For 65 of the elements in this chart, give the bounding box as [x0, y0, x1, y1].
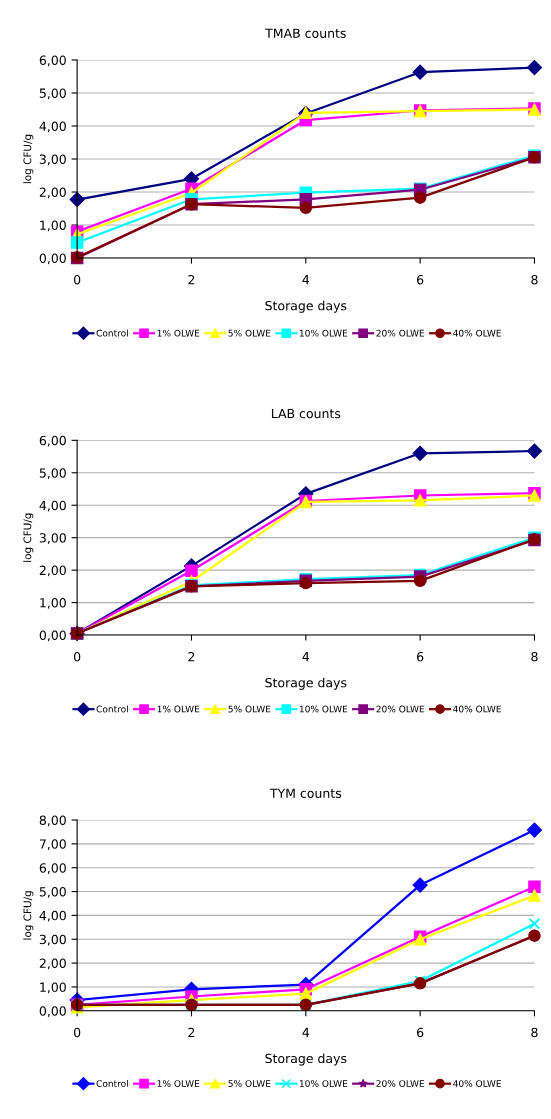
y-tick-label: 6,00: [39, 863, 66, 874]
legend-label: Control: [96, 1079, 128, 1087]
x-tick-label: 6: [417, 274, 424, 285]
legend-label: 5% OLWE: [228, 329, 271, 337]
legend-label: 1% OLWE: [157, 705, 200, 713]
x-axis-title: Storage days: [265, 1053, 347, 1066]
y-tick-label: 5,00: [39, 887, 66, 898]
x-tick-label: 6: [417, 651, 424, 662]
x-tick-label: 8: [531, 1027, 538, 1038]
y-tick-label: 0,00: [39, 1006, 66, 1017]
y-tick-label: 0,00: [39, 630, 66, 642]
y-tick-label: 1,00: [40, 598, 66, 609]
legend-label: 20% OLWE: [376, 1080, 425, 1087]
x-tick-label: 4: [302, 1027, 310, 1037]
y-tick-label: 6,00: [39, 55, 66, 67]
y-tick-label: 3,00: [39, 533, 66, 544]
y-axis-title: log CFU/g: [23, 134, 34, 184]
x-tick-label: 8: [531, 274, 538, 285]
x-tick-label: 2: [188, 1027, 195, 1037]
legend-label: 20% OLWE: [376, 329, 425, 337]
y-axis-title: log CFU/g: [23, 513, 34, 562]
legend-label: 5% OLWE: [228, 1080, 271, 1087]
y-tick-label: 3,00: [39, 934, 66, 946]
y-tick-label: 0,00: [39, 253, 66, 265]
chart-title: TMAB counts: [265, 28, 346, 38]
legend-label: 10% OLWE: [299, 1080, 348, 1087]
x-tick-label: 0: [73, 1027, 81, 1038]
x-tick-label: 0: [73, 274, 81, 285]
chart-title: LAB counts: [271, 408, 341, 419]
legend-label: Control: [96, 705, 128, 713]
x-tick-label: 8: [531, 651, 538, 662]
x-axis-title: Storage days: [265, 300, 347, 313]
y-tick-label: 7,00: [39, 839, 66, 851]
x-tick-label: 2: [188, 274, 195, 285]
legend-label: 40% OLWE: [453, 329, 501, 337]
y-tick-label: 2,00: [39, 958, 66, 970]
legend-label: 20% OLWE: [376, 705, 425, 713]
y-tick-label: 4,00: [39, 500, 66, 512]
chart-title: TYM counts: [269, 788, 342, 798]
y-tick-label: 3,00: [39, 154, 66, 166]
x-tick-label: 2: [188, 651, 195, 662]
x-tick-label: 4: [302, 275, 310, 285]
legend-label: Control: [96, 329, 128, 337]
legend-label: 10% OLWE: [299, 329, 348, 337]
legend-label: 1% OLWE: [157, 329, 200, 337]
legend-label: 1% OLWE: [157, 1080, 200, 1087]
y-tick-label: 5,00: [39, 88, 66, 100]
legend-label: 40% OLWE: [453, 1080, 501, 1087]
y-tick-label: 4,00: [39, 910, 66, 922]
y-tick-label: 4,00: [39, 121, 66, 133]
y-tick-label: 2,00: [39, 187, 66, 199]
y-tick-label: 6,00: [39, 435, 66, 447]
x-tick-label: 6: [417, 1027, 424, 1038]
legend-label: 5% OLWE: [228, 705, 271, 713]
y-tick-label: 8,00: [39, 815, 66, 827]
legend-label: 40% OLWE: [453, 705, 501, 713]
y-axis-title: log CFU/g: [23, 891, 34, 940]
y-tick-label: 2,00: [39, 565, 66, 577]
x-axis-title: Storage days: [265, 677, 347, 690]
y-tick-label: 1,00: [40, 982, 66, 994]
x-tick-label: 4: [302, 652, 310, 662]
y-tick-label: 5,00: [39, 468, 66, 479]
y-tick-label: 1,00: [40, 220, 66, 232]
legend-label: 10% OLWE: [299, 705, 348, 713]
x-tick-label: 0: [73, 651, 81, 662]
